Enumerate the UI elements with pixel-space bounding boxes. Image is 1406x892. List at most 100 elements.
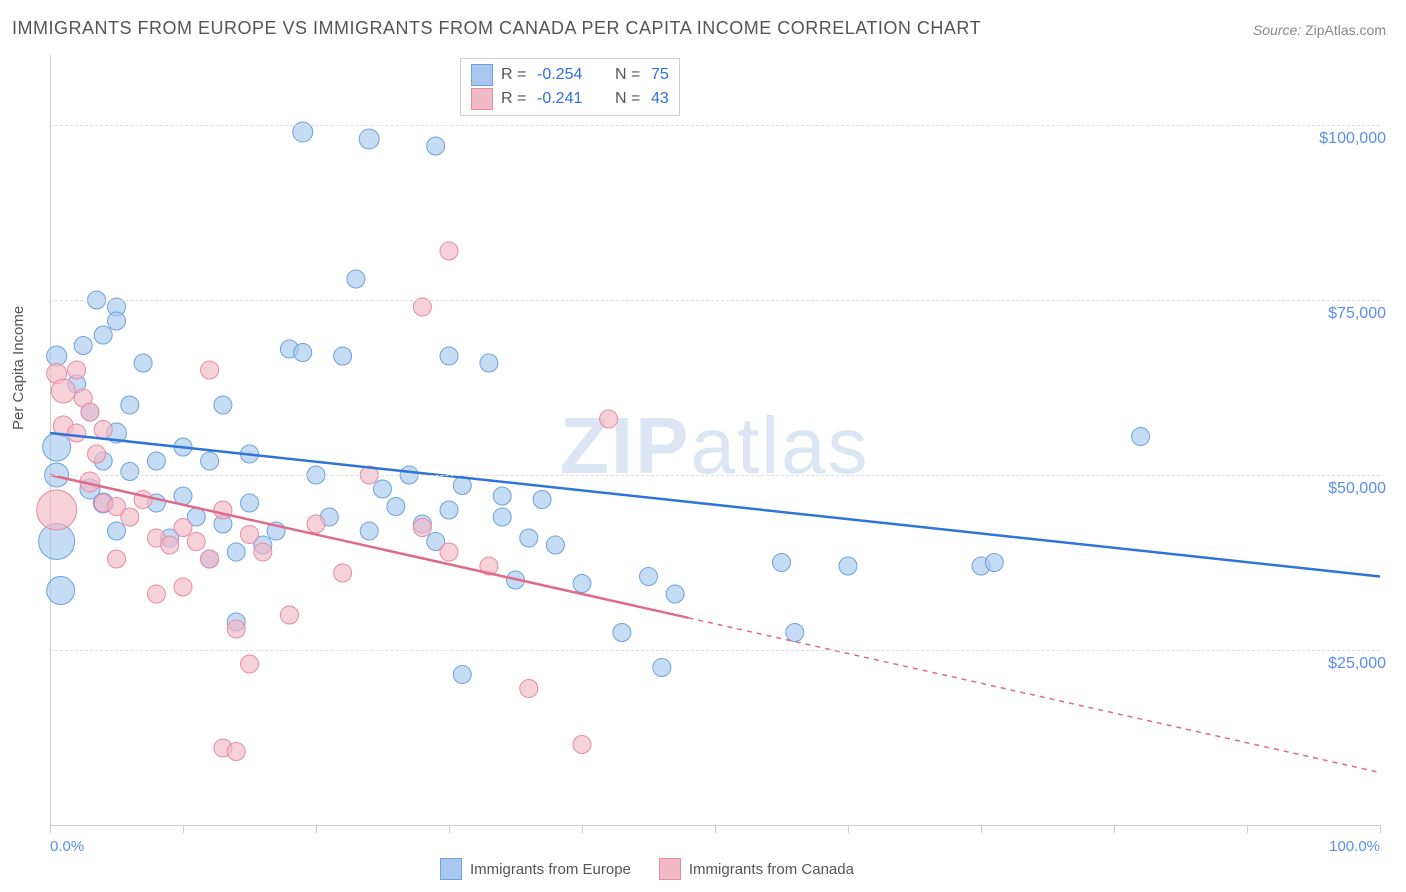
data-point	[81, 403, 99, 421]
data-point	[533, 491, 551, 509]
r-label: R =	[501, 66, 529, 84]
x-minor-tick	[183, 825, 184, 833]
data-point	[88, 445, 106, 463]
data-point	[121, 396, 139, 414]
x-minor-tick	[715, 825, 716, 833]
source-value: ZipAtlas.com	[1305, 22, 1386, 38]
data-point	[666, 585, 684, 603]
data-point	[108, 312, 126, 330]
data-point	[214, 396, 232, 414]
x-minor-tick	[981, 825, 982, 833]
legend-row-europe: R = -0.254 N = 75	[471, 63, 669, 87]
data-point	[600, 410, 618, 428]
swatch-canada	[471, 88, 493, 110]
data-point	[174, 578, 192, 596]
y-tick-label: $100,000	[1319, 130, 1386, 148]
data-point	[147, 452, 165, 470]
data-point	[201, 361, 219, 379]
data-point	[121, 463, 139, 481]
data-point	[227, 543, 245, 561]
data-point	[546, 536, 564, 554]
x-minor-tick	[449, 825, 450, 833]
data-point	[334, 347, 352, 365]
data-point	[68, 361, 86, 379]
data-point	[241, 494, 259, 512]
data-point	[359, 129, 379, 149]
data-point	[94, 421, 112, 439]
n-value-canada: 43	[651, 90, 669, 108]
legend-item-canada: Immigrants from Canada	[659, 858, 854, 880]
data-point	[387, 498, 405, 516]
legend-row-canada: R = -0.241 N = 43	[471, 87, 669, 111]
chart-title: IMMIGRANTS FROM EUROPE VS IMMIGRANTS FRO…	[12, 18, 981, 39]
data-point	[413, 519, 431, 537]
data-point	[201, 452, 219, 470]
x-minor-tick	[582, 825, 583, 833]
data-point	[147, 585, 165, 603]
x-minor-tick	[1114, 825, 1115, 833]
swatch-canada-icon	[659, 858, 681, 880]
data-point	[174, 519, 192, 537]
data-point	[201, 550, 219, 568]
y-axis-label: Per Capita Income	[10, 306, 27, 430]
regression-line	[50, 475, 688, 618]
n-label: N =	[615, 66, 643, 84]
n-label: N =	[615, 90, 643, 108]
legend-item-europe: Immigrants from Europe	[440, 858, 631, 880]
data-point	[453, 666, 471, 684]
y-tick-label: $25,000	[1328, 655, 1386, 673]
data-point	[773, 554, 791, 572]
data-point	[108, 522, 126, 540]
data-point	[280, 606, 298, 624]
data-point	[440, 543, 458, 561]
data-point	[241, 655, 259, 673]
r-label: R =	[501, 90, 529, 108]
data-point	[37, 490, 77, 530]
data-point	[786, 624, 804, 642]
x-tick-min: 0.0%	[50, 838, 84, 855]
data-point	[161, 536, 179, 554]
data-point	[241, 526, 259, 544]
gridline	[50, 650, 1380, 651]
data-point	[134, 354, 152, 372]
data-point	[360, 522, 378, 540]
data-point	[47, 577, 75, 605]
data-point	[227, 743, 245, 761]
gridline	[50, 300, 1380, 301]
x-minor-tick	[316, 825, 317, 833]
data-point	[374, 480, 392, 498]
data-point	[121, 508, 139, 526]
gridline	[50, 125, 1380, 126]
data-point	[440, 242, 458, 260]
data-point	[493, 508, 511, 526]
x-tick-max: 100.0%	[1329, 838, 1380, 855]
data-point	[520, 529, 538, 547]
data-point	[108, 550, 126, 568]
data-point	[74, 337, 92, 355]
x-minor-tick	[1247, 825, 1248, 833]
n-value-europe: 75	[651, 66, 669, 84]
data-point	[187, 533, 205, 551]
data-point	[334, 564, 352, 582]
series-legend: Immigrants from Europe Immigrants from C…	[440, 858, 854, 880]
data-point	[640, 568, 658, 586]
data-point	[254, 543, 272, 561]
r-value-canada: -0.241	[537, 90, 607, 108]
data-point	[613, 624, 631, 642]
data-point	[520, 680, 538, 698]
data-point	[1132, 428, 1150, 446]
source-label: Source:	[1253, 22, 1305, 38]
data-point	[440, 501, 458, 519]
x-minor-tick	[1380, 825, 1381, 833]
scatter-svg	[50, 55, 1380, 825]
data-point	[43, 433, 71, 461]
legend-label-canada: Immigrants from Canada	[689, 861, 854, 878]
data-point	[839, 557, 857, 575]
data-point	[68, 424, 86, 442]
data-point	[653, 659, 671, 677]
x-minor-tick	[50, 825, 51, 833]
x-minor-tick	[848, 825, 849, 833]
data-point	[227, 620, 245, 638]
data-point	[51, 379, 75, 403]
data-point	[440, 347, 458, 365]
